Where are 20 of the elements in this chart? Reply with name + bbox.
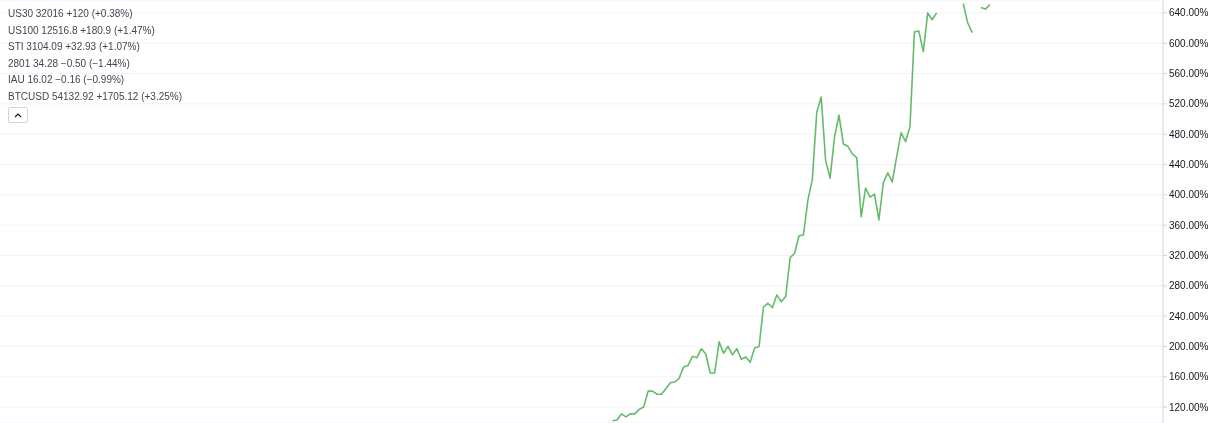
y-tick-label: 480.00% [1169,128,1209,140]
annotation: 2801 34.28 −0.50 (−1.44%) [8,56,131,71]
annotation: BTCUSD 54132.92 +1705.12 (+3.25%) [8,89,182,104]
y-tick-label: 640.00% [1169,7,1209,19]
annotation: US100 12516.8 +180.9 (+1.47%) [8,23,156,38]
y-tick-label: 280.00% [1169,280,1209,292]
annotation: STI 3104.09 +32.93 (+1.07%) [8,40,141,54]
annotation: US30 32016 +120 (+0.38%) [8,7,134,21]
y-tick-label: 400.00% [1169,189,1209,201]
y-tick-label: 240.00% [1169,310,1209,322]
y-tick-label: 160.00% [1169,371,1209,383]
y-tick-label: 560.00% [1169,68,1209,80]
y-tick-label: 320.00% [1169,250,1209,262]
y-tick-label: 200.00% [1169,340,1209,352]
annotation: IAU 16.02 −0.16 (−0.99%) [8,73,126,87]
y-tick-label: 360.00% [1169,219,1209,231]
y-tick-label: 600.00% [1169,37,1209,49]
y-tick-label: 520.00% [1169,98,1209,110]
y-tick-label: 440.00% [1169,159,1209,171]
y-tick-label: 120.00% [1169,401,1209,413]
